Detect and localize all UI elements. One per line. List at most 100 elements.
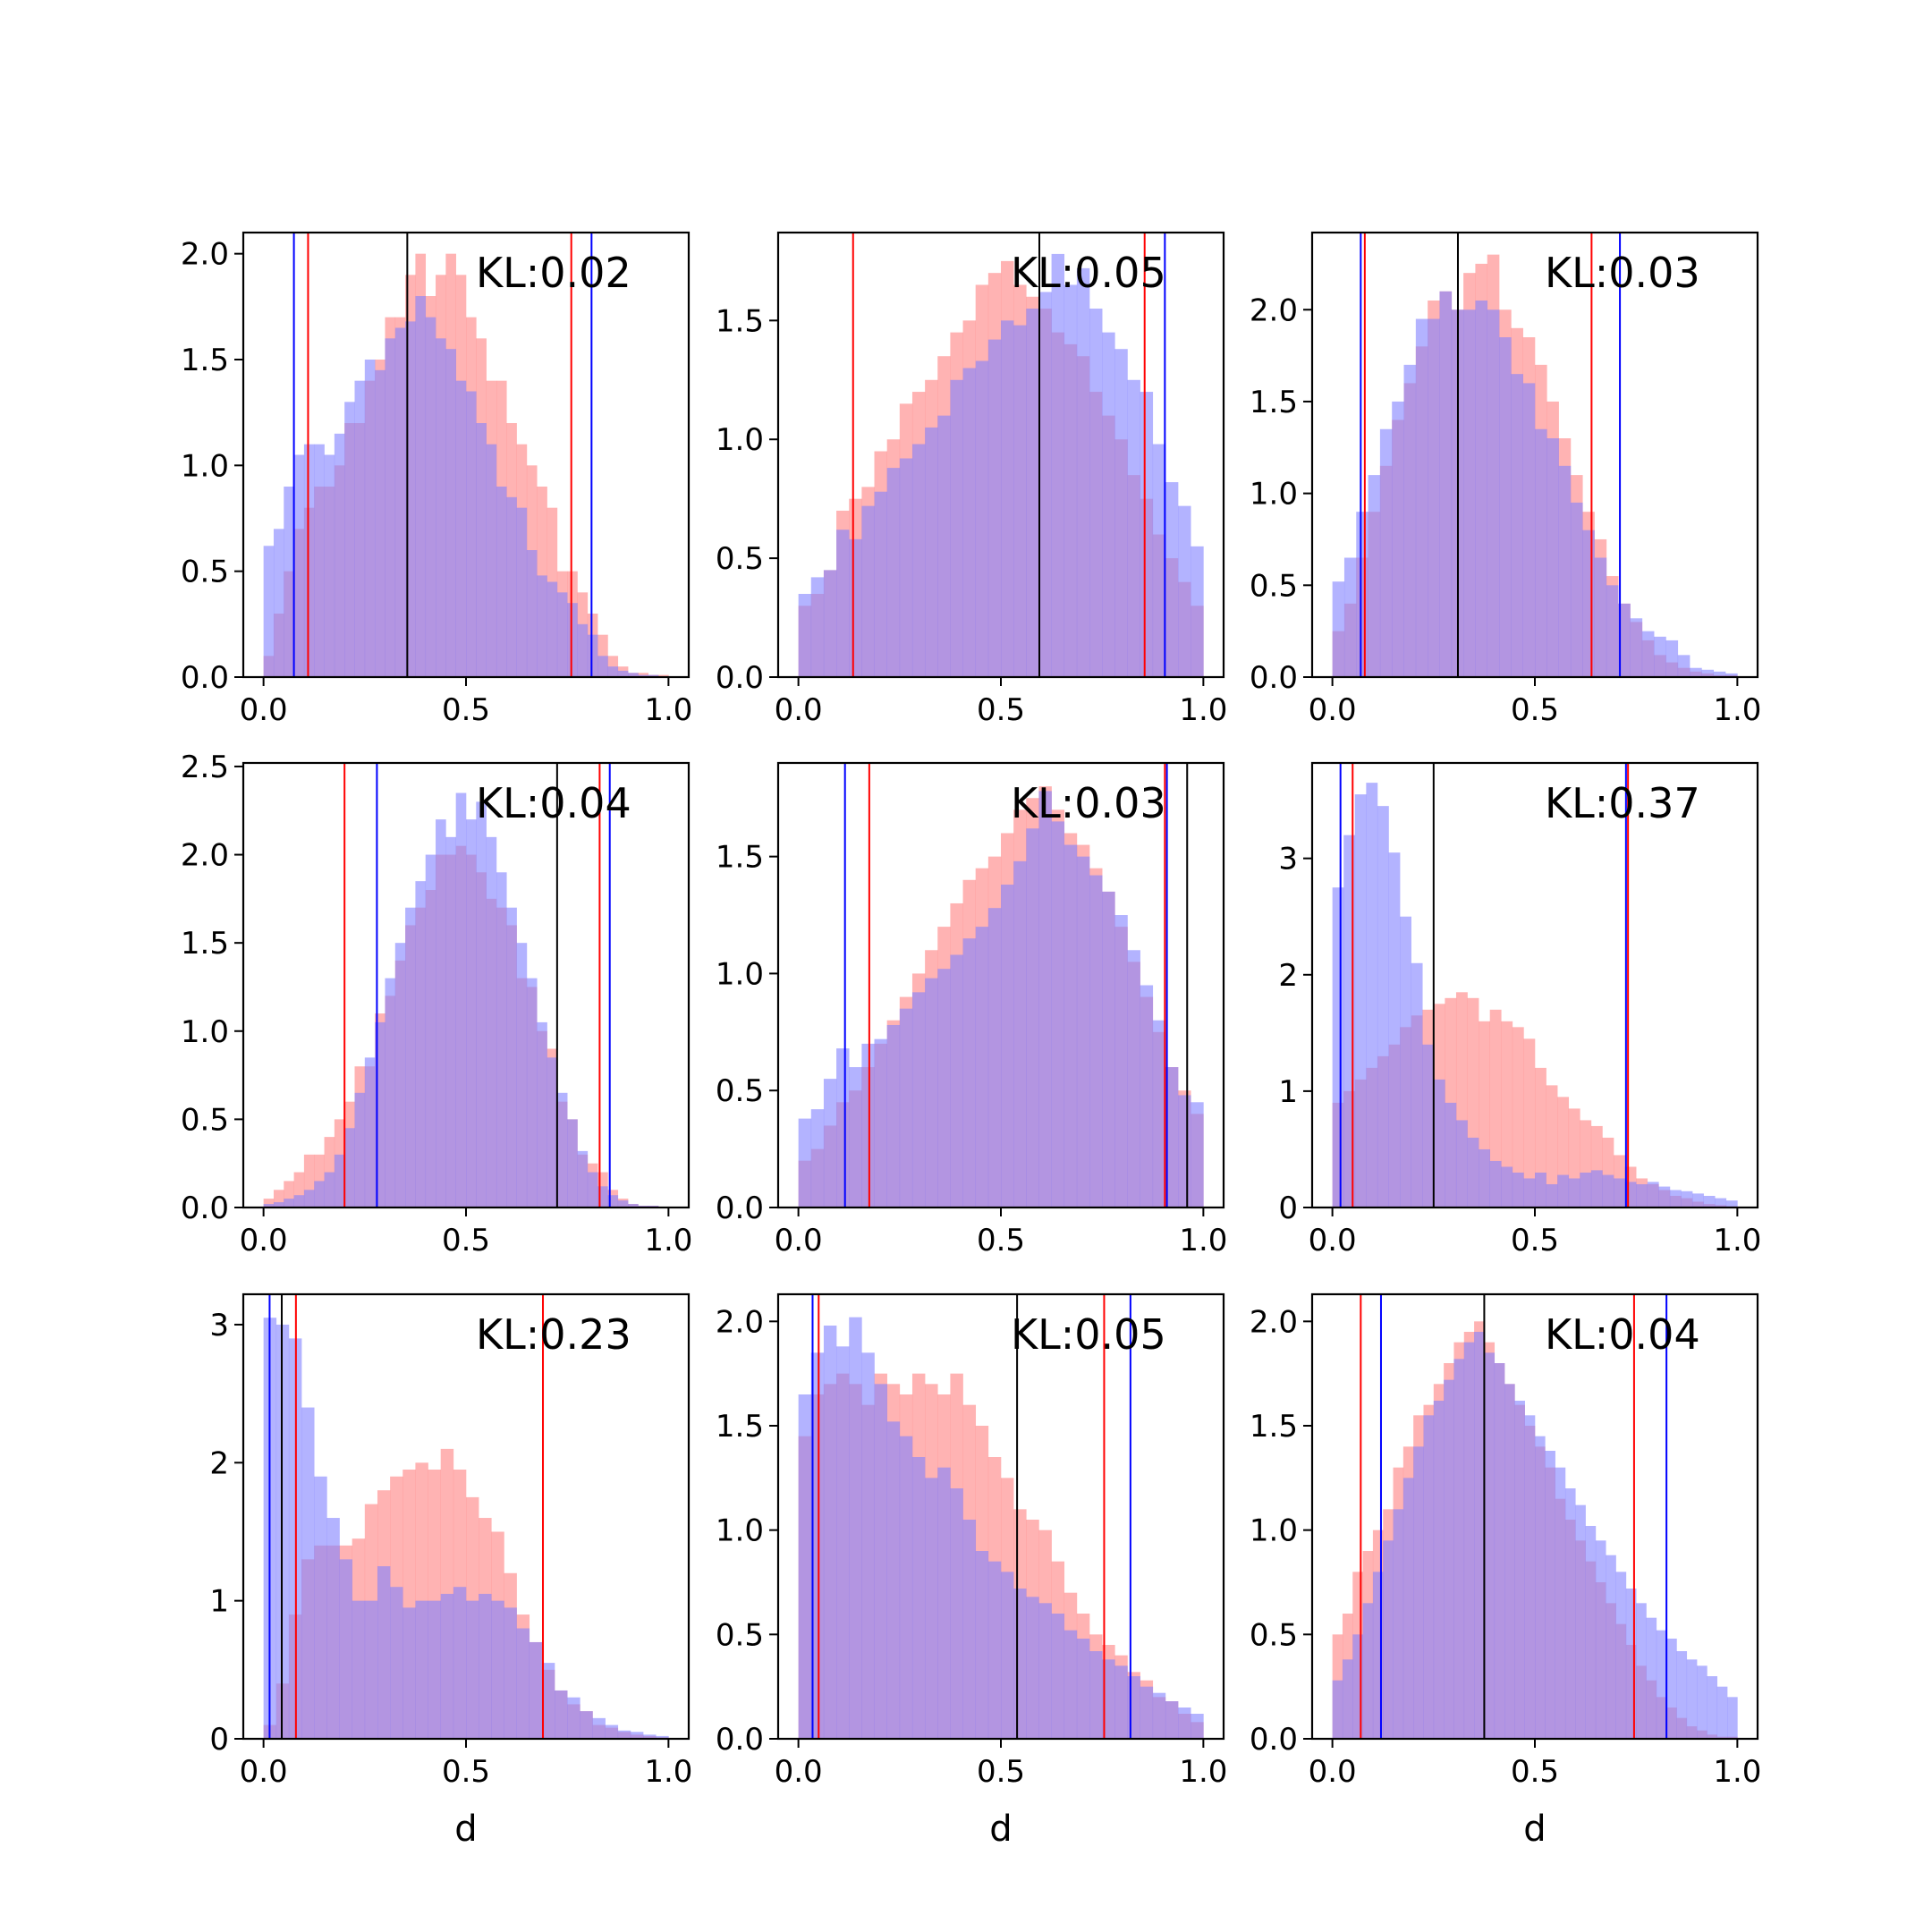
histogram-bar [1089, 309, 1103, 677]
histogram-bar [486, 444, 497, 677]
histogram-bar [1524, 1415, 1536, 1739]
subplot-7: 0.0 0.5 1.0 0 1 2 3 KL:0.23 d [209, 1292, 692, 1850]
histogram-bar [1013, 1589, 1027, 1739]
histogram-bar [273, 1190, 284, 1208]
histogram-bar [364, 1600, 378, 1739]
histogram-bar [301, 1407, 315, 1739]
histogram-bar [1388, 852, 1401, 1208]
histogram-bar [950, 379, 963, 677]
histogram-bar [344, 402, 355, 677]
histogram-bar [1703, 1195, 1716, 1208]
y-tick-label: 1.5 [716, 840, 764, 876]
histogram-bar [1127, 1676, 1140, 1739]
histogram-bar [504, 1607, 517, 1739]
histogram-bar [440, 1593, 454, 1739]
histogram-bar [937, 1467, 951, 1739]
histogram-bar [445, 349, 456, 677]
histogram-bar [453, 1587, 467, 1739]
histogram-bar [1411, 962, 1423, 1208]
histogram-bar [1063, 284, 1078, 677]
histogram-bar [556, 1092, 568, 1208]
histogram-bar [836, 530, 850, 677]
histogram-bar [556, 592, 568, 677]
histogram-bar [1546, 1085, 1558, 1208]
histogram-bar [1575, 1504, 1586, 1739]
histogram-bar [555, 1690, 568, 1739]
histogram-bar [886, 1024, 901, 1208]
histogram-bar [1568, 1178, 1580, 1208]
histogram-bar [1669, 1190, 1682, 1208]
histogram-series-2 [263, 296, 659, 677]
histogram-bar [567, 1119, 578, 1208]
histogram-bar [476, 423, 487, 677]
histogram-bar [377, 1566, 391, 1739]
y-tick-label: 1.5 [716, 1409, 764, 1445]
histogram-bar [1413, 1446, 1424, 1739]
x-tick-label: 0.0 [1309, 1754, 1357, 1790]
y-tick-label: 1.5 [716, 303, 764, 339]
histogram-bar [638, 674, 649, 677]
histogram-bar [1487, 309, 1500, 677]
histogram-bar [1582, 530, 1595, 677]
y-tick-label: 0.0 [181, 1191, 229, 1226]
histogram-bar [537, 1021, 547, 1208]
x-tick-label: 0.0 [1309, 1223, 1357, 1258]
histogram-bar [1127, 950, 1140, 1208]
histogram-bar [1618, 603, 1631, 677]
histogram-bar [1654, 636, 1666, 677]
histogram-bar [364, 1057, 376, 1208]
histogram-bar [1545, 1451, 1555, 1739]
histogram-bar [975, 927, 989, 1208]
histogram-bar [836, 1346, 850, 1739]
histogram-bar [1585, 1526, 1597, 1739]
histogram-bar [1001, 885, 1014, 1208]
x-tick-label: 0.5 [442, 692, 490, 728]
histogram-bar [987, 908, 1002, 1208]
histogram-bar [1716, 1686, 1728, 1739]
histogram-bar [1152, 1692, 1166, 1739]
subplot-9: 0.0 0.5 1.0 0.0 0.5 1.0 1.5 2.0 KL:0.04 d [1250, 1292, 1761, 1850]
histogram-bar [798, 1394, 812, 1739]
histogram-bar [326, 1518, 340, 1739]
histogram-bar [466, 391, 477, 677]
histogram-bar [390, 1587, 403, 1739]
histogram-bar [962, 368, 977, 677]
histogram-bar [496, 487, 507, 677]
histogram-bar [1102, 332, 1115, 677]
y-tick-label: 2.0 [1250, 1304, 1298, 1340]
histogram-bar [466, 819, 477, 1208]
histogram-bar [1606, 1555, 1616, 1739]
kl-annotation: KL:0.02 [476, 249, 631, 297]
histogram-bar [1165, 1067, 1179, 1208]
histogram-bar [849, 538, 862, 677]
histogram-bar [1140, 1686, 1154, 1739]
histogram-bar [455, 380, 467, 677]
y-tick-label: 1.0 [716, 422, 764, 458]
histogram-series-2 [798, 253, 1204, 677]
histogram-bar [1026, 309, 1039, 677]
histogram-bar [466, 1600, 479, 1739]
histogram-bar [293, 1195, 305, 1208]
histogram-bar [1343, 557, 1357, 677]
x-tick-label: 1.0 [1179, 1754, 1227, 1790]
histogram-bar [1114, 915, 1128, 1208]
histogram-bar [303, 1154, 315, 1208]
histogram-bar [1063, 844, 1078, 1208]
histogram-bar [1453, 1359, 1465, 1739]
histogram-bar [1701, 669, 1715, 677]
histogram-bar [1727, 1697, 1738, 1739]
histogram-bar [1026, 828, 1039, 1208]
histogram-bar [1013, 325, 1027, 677]
histogram-bar [339, 1559, 352, 1739]
y-tick-label: 0.5 [1250, 568, 1298, 604]
histogram-bar [1595, 1540, 1606, 1739]
x-tick-label: 1.0 [1713, 1754, 1761, 1790]
kl-annotation: KL:0.04 [476, 779, 631, 827]
histogram-bar [987, 339, 1002, 677]
histogram-bar [1165, 482, 1179, 677]
histogram-bar [628, 673, 639, 677]
histogram-bar [1511, 374, 1523, 677]
histogram-bar [911, 992, 926, 1208]
histogram-bar [823, 570, 837, 677]
histogram-bar [962, 1520, 977, 1739]
